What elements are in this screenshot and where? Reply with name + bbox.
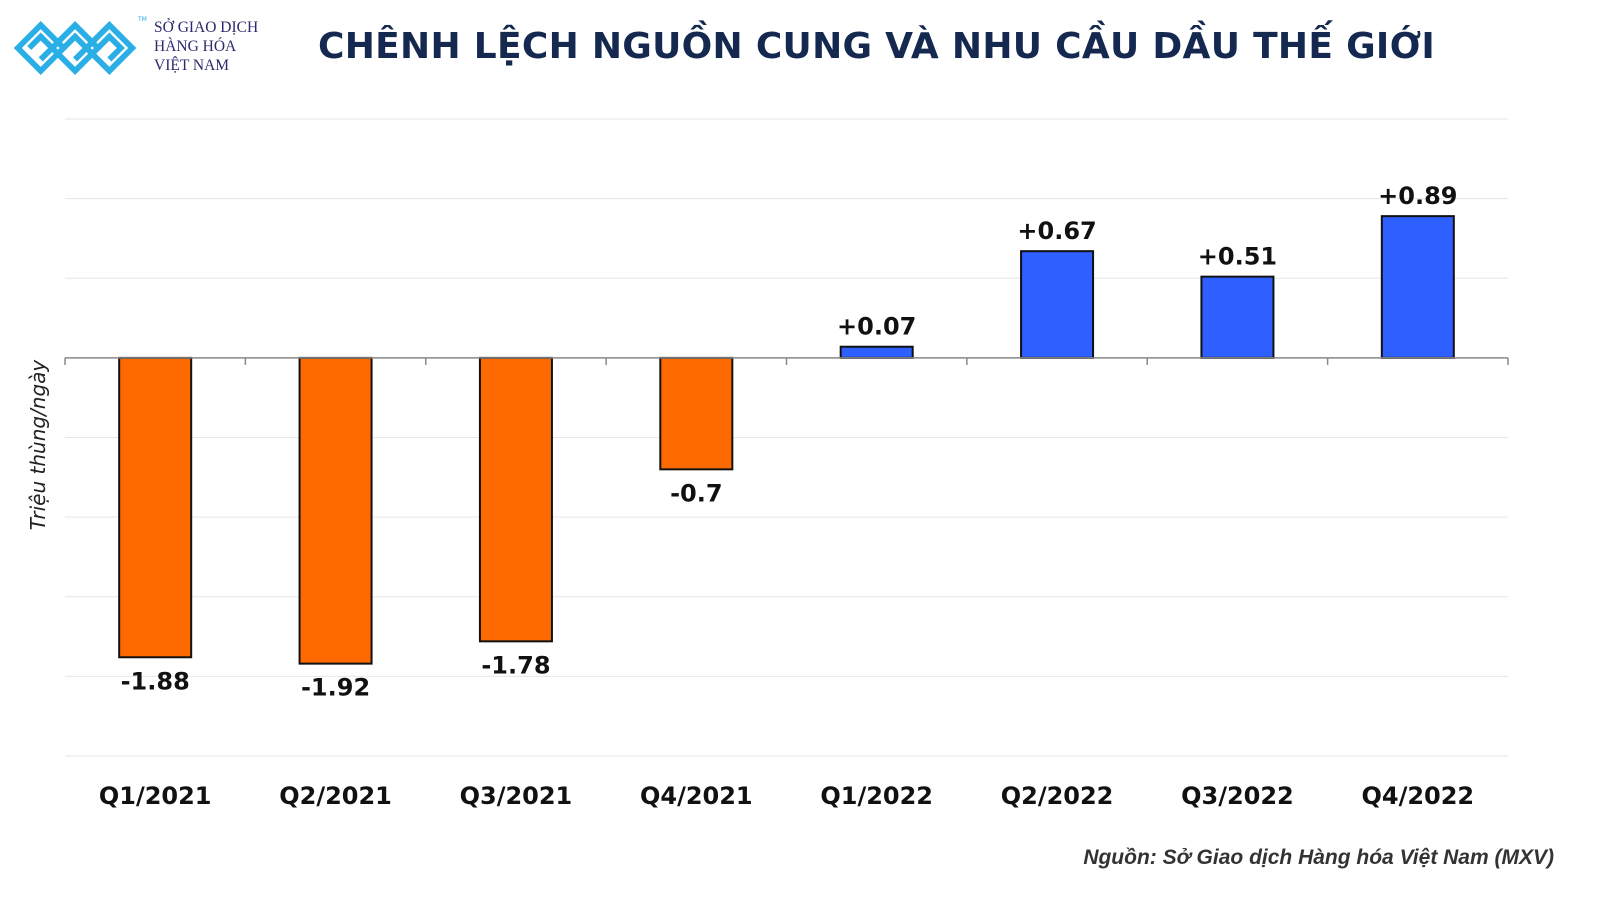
x-tick-label: Q4/2021: [640, 782, 753, 810]
data-label: +0.67: [1017, 217, 1096, 245]
data-label: +0.51: [1198, 243, 1277, 271]
data-label: -1.88: [121, 667, 190, 695]
bar: [659, 356, 734, 471]
mxv-logo: TM: [13, 16, 147, 80]
bar: [1380, 215, 1455, 359]
x-tick-label: Q2/2021: [279, 782, 392, 810]
data-label: +0.89: [1378, 182, 1457, 210]
logo-text: SỞ GIAO DỊCH HÀNG HÓA VIỆT NAM: [154, 18, 258, 75]
bar: [298, 356, 373, 665]
data-label: -1.92: [301, 674, 370, 702]
x-tick-label: Q3/2021: [460, 782, 573, 810]
x-tick-label: Q1/2021: [99, 782, 212, 810]
x-tick-label: Q3/2022: [1181, 782, 1294, 810]
y-axis-label: Triệu thùng/ngày: [26, 359, 50, 531]
data-label: -1.78: [481, 651, 550, 679]
data-label: +0.07: [837, 313, 916, 341]
x-tick-label: Q4/2022: [1361, 782, 1474, 810]
x-tick-label: Q2/2022: [1001, 782, 1114, 810]
bar: [118, 356, 193, 659]
bar: [839, 345, 914, 359]
logo-trademark: TM: [138, 16, 147, 23]
bar: [1200, 275, 1275, 359]
data-label: -0.7: [670, 479, 722, 507]
logo-line-3: VIỆT NAM: [154, 57, 230, 74]
page-title: CHÊNH LỆCH NGUỒN CUNG VÀ NHU CẦU DẦU THẾ…: [318, 26, 1436, 67]
logo-line-2: HÀNG HÓA: [154, 38, 237, 55]
logo-line-1: SỞ GIAO DỊCH: [154, 19, 259, 36]
x-tick-label: Q1/2022: [820, 782, 933, 810]
source-note: Nguồn: Sở Giao dịch Hàng hóa Việt Nam (M…: [1083, 846, 1554, 869]
bar: [478, 356, 553, 643]
logo-mark-icon: [13, 21, 137, 75]
bar: [1020, 250, 1095, 359]
